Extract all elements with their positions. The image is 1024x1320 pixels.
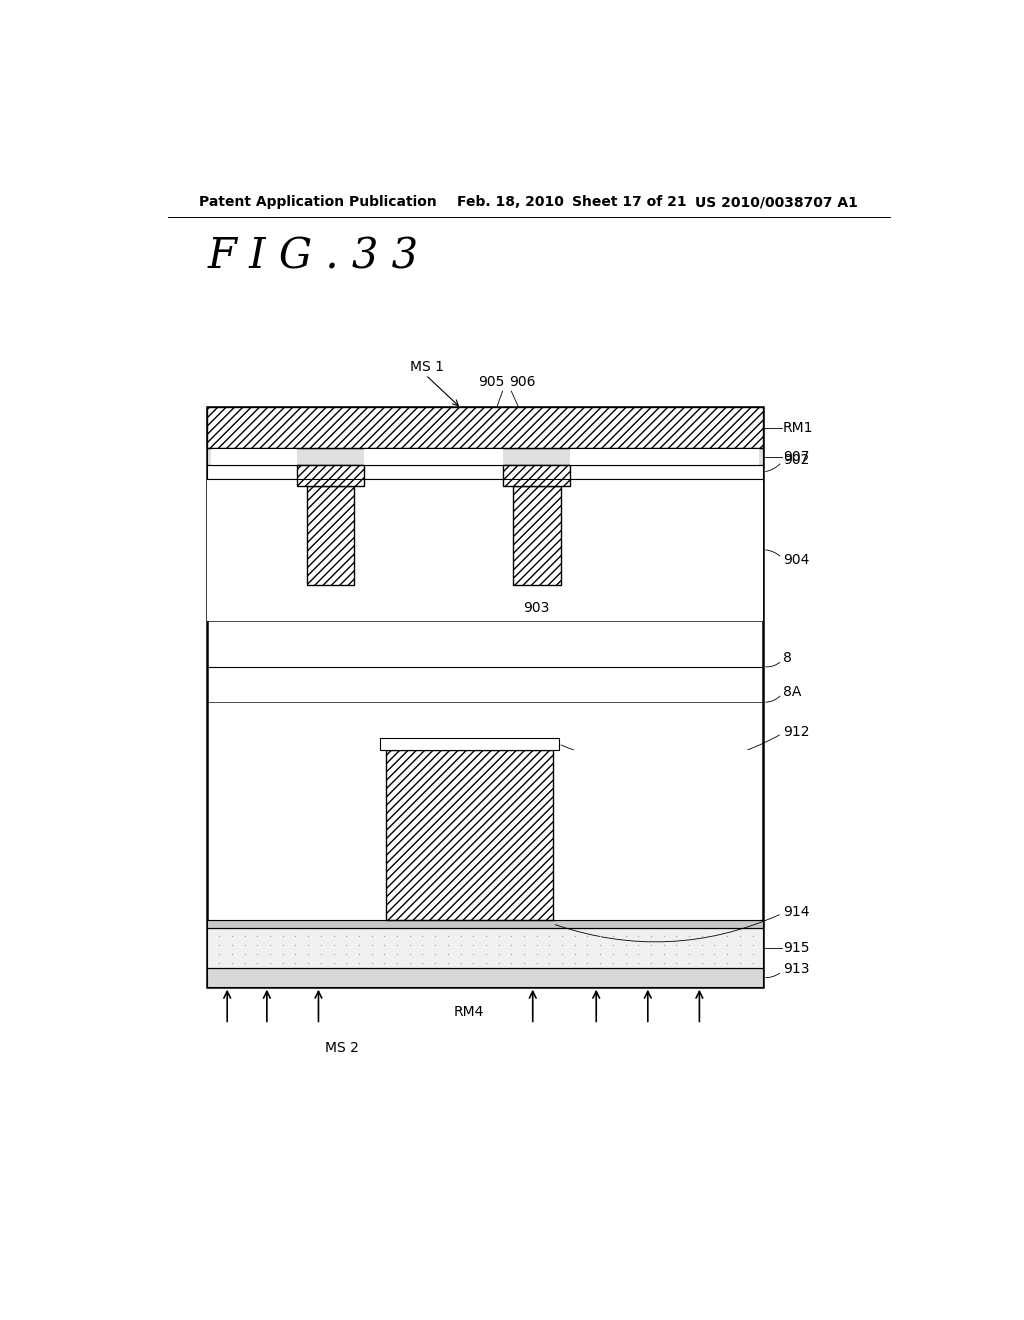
Text: RM1: RM1 — [782, 421, 813, 434]
Text: RM4: RM4 — [454, 1005, 484, 1019]
Text: 904: 904 — [782, 553, 809, 566]
Text: 914: 914 — [782, 904, 809, 919]
Text: MS 2: MS 2 — [326, 1040, 359, 1055]
Bar — [207, 920, 763, 928]
Text: US 2010/0038707 A1: US 2010/0038707 A1 — [695, 195, 858, 209]
Bar — [306, 486, 354, 585]
Text: 915: 915 — [782, 941, 809, 956]
Text: 912: 912 — [782, 725, 809, 739]
Bar — [380, 738, 558, 750]
Text: 907: 907 — [782, 450, 809, 463]
Text: Sheet 17 of 21: Sheet 17 of 21 — [572, 195, 687, 209]
Bar — [207, 928, 763, 969]
Text: MS 1: MS 1 — [410, 360, 443, 374]
Bar — [207, 408, 763, 447]
Text: 8: 8 — [782, 652, 792, 665]
Text: 913: 913 — [782, 962, 809, 977]
Text: Feb. 18, 2010: Feb. 18, 2010 — [458, 195, 564, 209]
Bar — [570, 447, 759, 466]
Bar — [207, 479, 763, 620]
Bar — [207, 447, 763, 466]
Bar — [365, 447, 503, 466]
Text: Patent Application Publication: Patent Application Publication — [200, 195, 437, 209]
Text: F I G . 3 3: F I G . 3 3 — [207, 236, 419, 279]
Text: 8A: 8A — [782, 685, 801, 700]
Text: 903: 903 — [523, 601, 550, 615]
Bar — [207, 969, 763, 987]
Bar — [211, 447, 297, 466]
Bar — [513, 486, 560, 585]
Text: 906: 906 — [509, 375, 536, 389]
Text: 902: 902 — [782, 453, 809, 467]
Bar — [503, 466, 570, 486]
Bar — [386, 750, 553, 920]
Bar — [207, 408, 763, 987]
Text: 905: 905 — [478, 375, 505, 389]
Bar — [297, 466, 365, 486]
Bar — [211, 750, 386, 920]
Bar — [553, 750, 759, 920]
Bar — [207, 466, 763, 479]
